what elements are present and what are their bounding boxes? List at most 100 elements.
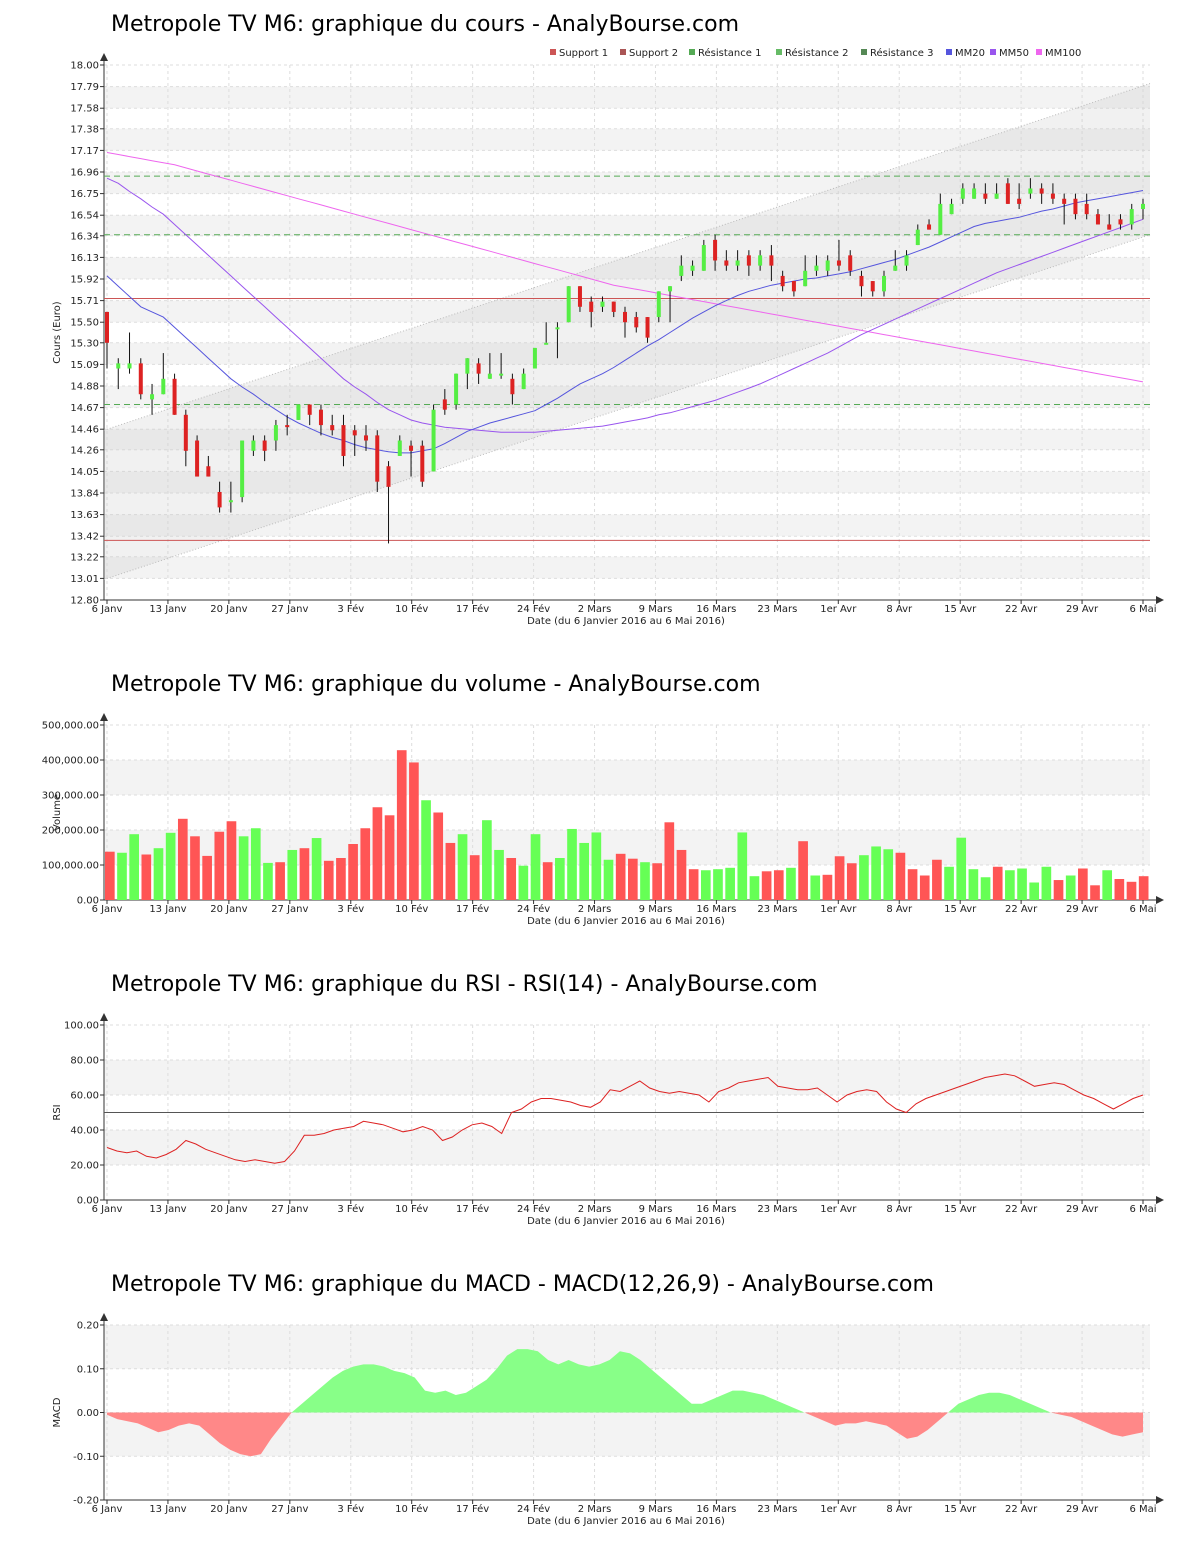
price-ytick-label: 15.30: [70, 338, 99, 349]
price-ytick-label: 15.71: [70, 296, 99, 307]
rsi-y-axis-label: RSI: [52, 1104, 63, 1120]
candle-body: [836, 260, 841, 266]
macd-x-arrow: [1156, 1496, 1164, 1504]
volume-bar: [238, 836, 249, 900]
candle-body: [161, 378, 166, 395]
legend-swatch: [776, 49, 782, 55]
rsi-xtick-label: 10 Fév: [395, 1203, 428, 1215]
candle-body: [656, 291, 661, 318]
rsi-ytick-label: 0.00: [77, 1196, 99, 1207]
candle-body: [634, 317, 639, 328]
volume-bar: [190, 836, 200, 900]
candle-body: [668, 286, 673, 292]
macd-xtick-label: 29 Avr: [1066, 1504, 1099, 1515]
candle-body: [364, 435, 368, 441]
volume-y-arrow: [100, 713, 108, 721]
rsi-xtick-label: 29 Avr: [1066, 1204, 1099, 1215]
price-xtick-label: 27 Janv: [271, 604, 308, 615]
rsi-xtick-label: 20 Janv: [210, 1204, 247, 1215]
rsi-ytick-label: 20.00: [70, 1161, 99, 1172]
volume-xtick-label: 10 Fév: [395, 903, 428, 915]
volume-bar: [737, 832, 748, 900]
price-band: [104, 386, 1150, 408]
price-xtick-label: 16 Mars: [696, 604, 736, 615]
volume-bar: [1090, 885, 1100, 900]
candle-body: [938, 203, 943, 235]
candle-body: [217, 491, 222, 508]
volume-xtick-label: 3 Fév: [337, 903, 364, 915]
candle-body: [386, 466, 391, 487]
price-ytick-label: 12.80: [70, 596, 99, 607]
price-band: [104, 556, 1150, 579]
volume-bar: [1078, 868, 1088, 900]
volume-bar: [846, 863, 857, 900]
price-ytick-label: 16.96: [70, 168, 99, 179]
volume-bar: [506, 858, 517, 900]
candle-body: [397, 440, 402, 456]
volume-bar: [628, 858, 638, 900]
macd-xtick-label: 16 Mars: [696, 1504, 736, 1515]
candle-body: [735, 260, 740, 266]
volume-bar: [980, 877, 991, 900]
volume-bar: [944, 866, 954, 900]
volume-bar: [542, 862, 553, 900]
candle-body: [375, 435, 380, 482]
price-ytick-label: 16.13: [70, 253, 99, 264]
macd-chart-title: Metropole TV M6: graphique du MACD - MAC…: [111, 1272, 934, 1297]
volume-bar: [992, 866, 1003, 900]
price-xtick-label: 9 Mars: [639, 604, 673, 615]
volume-ytick-label: 200,000.00: [42, 826, 99, 837]
legend-label: MM20: [955, 48, 985, 59]
volume-bar: [482, 820, 492, 900]
candle-body: [105, 311, 109, 343]
volume-bar: [749, 876, 760, 900]
price-band: [104, 471, 1150, 493]
candle-body: [1028, 188, 1033, 194]
legend-label: MM50: [999, 48, 1029, 59]
price-ytick-label: 14.05: [70, 467, 99, 478]
legend-swatch: [620, 49, 626, 55]
candle-body: [1141, 203, 1145, 210]
volume-bar: [761, 871, 772, 900]
legend-label: Support 2: [629, 48, 678, 59]
candle-body: [127, 363, 132, 369]
candle-body: [465, 358, 470, 374]
price-panel: Metropole TV M6: graphique du cours - An…: [0, 0, 1200, 640]
candle-body: [431, 409, 436, 472]
volume-bar: [591, 832, 602, 900]
candle-body: [577, 286, 582, 307]
volume-bar: [1114, 879, 1125, 900]
candle-body: [330, 425, 335, 431]
mm50-line: [106, 177, 1144, 433]
macd-xtick-label: 9 Mars: [639, 1504, 673, 1515]
candle-body: [454, 373, 459, 405]
price-band: [104, 172, 1150, 194]
legend-label: Support 1: [559, 48, 608, 59]
volume-bar: [713, 869, 723, 900]
volume-bar: [1017, 868, 1027, 900]
volume-bar: [883, 849, 894, 900]
candle-body: [904, 255, 909, 266]
candle-body: [566, 286, 571, 323]
candle-body: [341, 425, 346, 456]
candle-body: [1005, 183, 1010, 204]
macd-xtick-label: 20 Janv: [210, 1504, 247, 1515]
volume-bar: [348, 844, 358, 900]
macd-xtick-label: 15 Avr: [944, 1504, 977, 1515]
price-ytick-label: 13.63: [70, 510, 99, 521]
candle-body: [791, 281, 796, 292]
rsi-xtick-label: 15 Avr: [944, 1204, 977, 1215]
volume-bar: [773, 870, 784, 900]
macd-xtick-label: 27 Janv: [271, 1504, 308, 1515]
rsi-xtick-label: 6 Janv: [92, 1204, 123, 1215]
legend-label: Résistance 2: [785, 47, 848, 59]
rsi-y-arrow: [100, 1013, 108, 1021]
price-xtick-label: 6 Janv: [92, 604, 123, 615]
volume-bar: [664, 822, 675, 900]
volume-bar: [1126, 881, 1137, 900]
rsi-xtick-label: 6 Mai: [1129, 1204, 1156, 1215]
candle-body: [713, 239, 718, 261]
volume-bar: [907, 869, 918, 900]
price-ytick-label: 15.92: [70, 275, 99, 286]
macd-xtick-label: 22 Avr: [1005, 1504, 1038, 1515]
